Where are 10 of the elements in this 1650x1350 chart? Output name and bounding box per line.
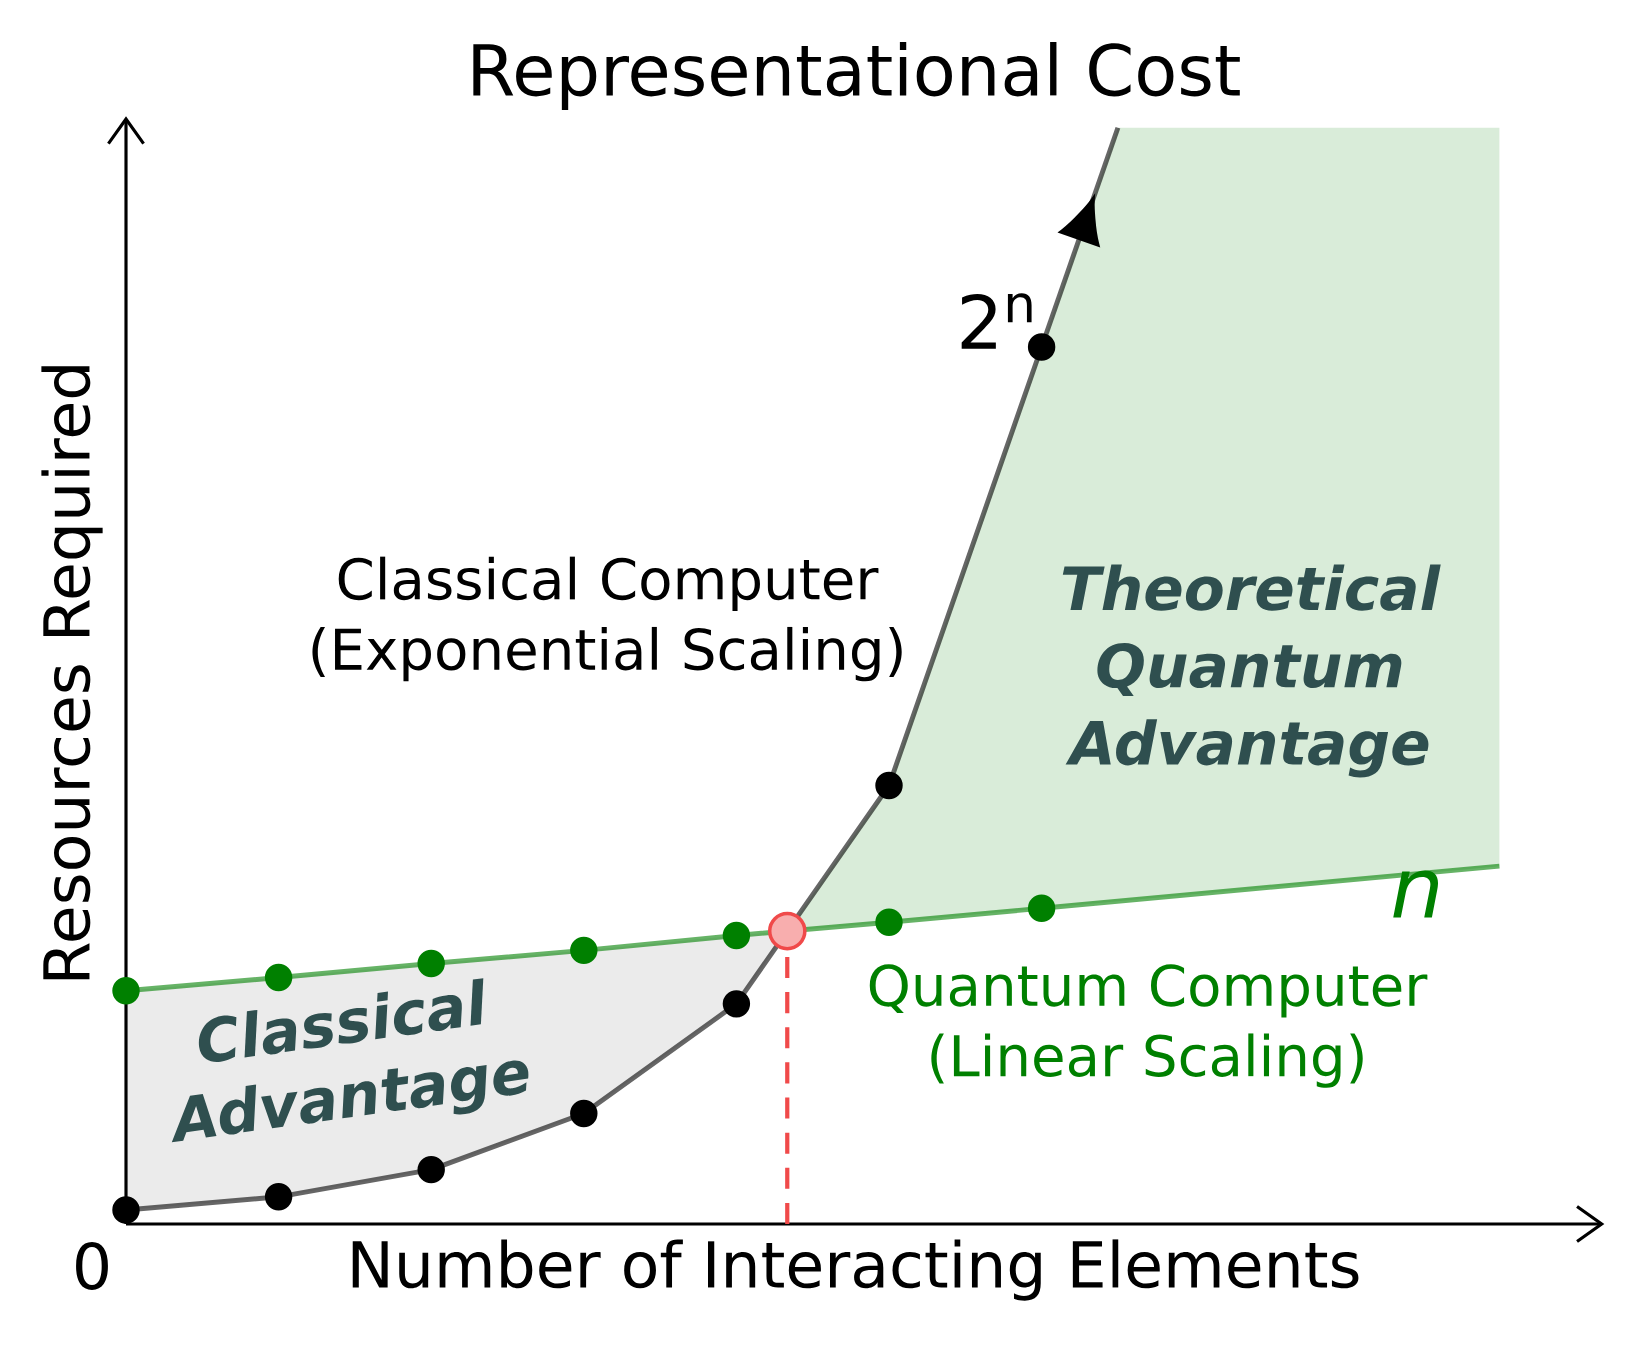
text: n: [1393, 870, 1439, 918]
annotation: Classical Computer (Exponential Scaling): [312, 556, 902, 682]
chart-title: Representational Cost: [473, 41, 1240, 110]
annotation: Classical Advantage: [171, 978, 529, 1143]
annotation: Quantum Computer (Linear Scaling): [869, 964, 1428, 1088]
x-axis-title: Number of Interacting Elements: [352, 1239, 1359, 1301]
y-axis-title: Resources Required: [41, 366, 103, 980]
text: 0: [76, 1242, 108, 1290]
annotation: Theoretical Quantum Advantage: [1062, 564, 1441, 778]
annotation: 2$^{n}$: [961, 293, 1032, 349]
